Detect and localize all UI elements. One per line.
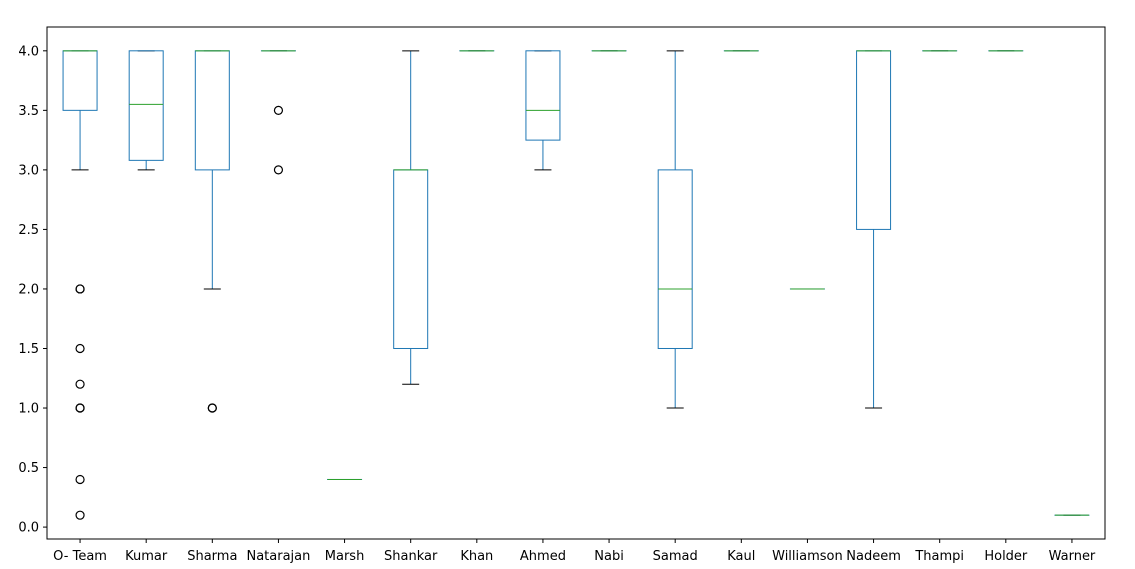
x-tick-label: Marsh [325,549,365,564]
box-iqr [525,50,561,141]
x-tick-label: Nadeem [846,549,901,564]
outlier-point [75,343,85,354]
y-tick-label: 1.0 [18,402,39,417]
outlier-point [75,379,85,389]
box-o-team [62,50,98,520]
outlier-point [75,510,85,520]
x-tick-label: Ahmed [520,549,566,564]
x-tick-label: O- Team [53,549,107,564]
outlier-point [207,403,217,413]
box-shankar [393,50,429,385]
outlier-point [273,105,284,115]
y-tick-label: 2.0 [18,282,39,297]
y-tick-label: 1.5 [18,342,39,357]
x-tick-label: Shankar [384,549,438,564]
y-axis: 0.0 0.5 1.0 1.5 2.0 2.5 3.0 3.5 4.0 [18,44,47,536]
outlier-point [75,403,85,413]
x-tick-label: Nabi [594,549,624,564]
x-tick-label: Thampi [914,549,964,564]
box-iqr [128,50,164,161]
box-sharma [194,50,230,413]
y-tick-label: 0.0 [18,521,39,536]
x-tick-label: Kaul [727,549,755,564]
plot-area [62,50,1090,520]
box-iqr [657,169,693,349]
x-tick-label: Warner [1049,549,1096,564]
y-tick-label: 4.0 [18,44,39,59]
outlier-point [75,474,85,485]
x-tick-label: Sharma [187,549,237,564]
y-tick-label: 2.5 [18,223,39,238]
x-tick-label: Natarajan [246,549,310,564]
outlier-point [273,165,284,175]
x-tick-label: Khan [460,549,493,564]
axes-frame [46,26,1106,540]
x-tick-label: Holder [984,549,1028,564]
x-tick-label: Williamson [772,549,843,564]
box-ahmed [525,50,561,171]
x-axis: O- Team Kumar Sharma Natarajan Marsh Shankar K… [53,539,1096,564]
box-natarajan [260,50,296,175]
x-tick-label: Kumar [125,549,168,564]
box-nadeem [856,50,892,409]
y-tick-label: 3.0 [18,163,39,178]
box-samad [657,50,693,409]
box-kumar [128,50,164,171]
y-tick-label: 3.5 [18,104,39,119]
y-tick-label: 0.5 [18,461,39,476]
x-tick-label: Samad [653,549,698,564]
outlier-point [75,284,85,294]
